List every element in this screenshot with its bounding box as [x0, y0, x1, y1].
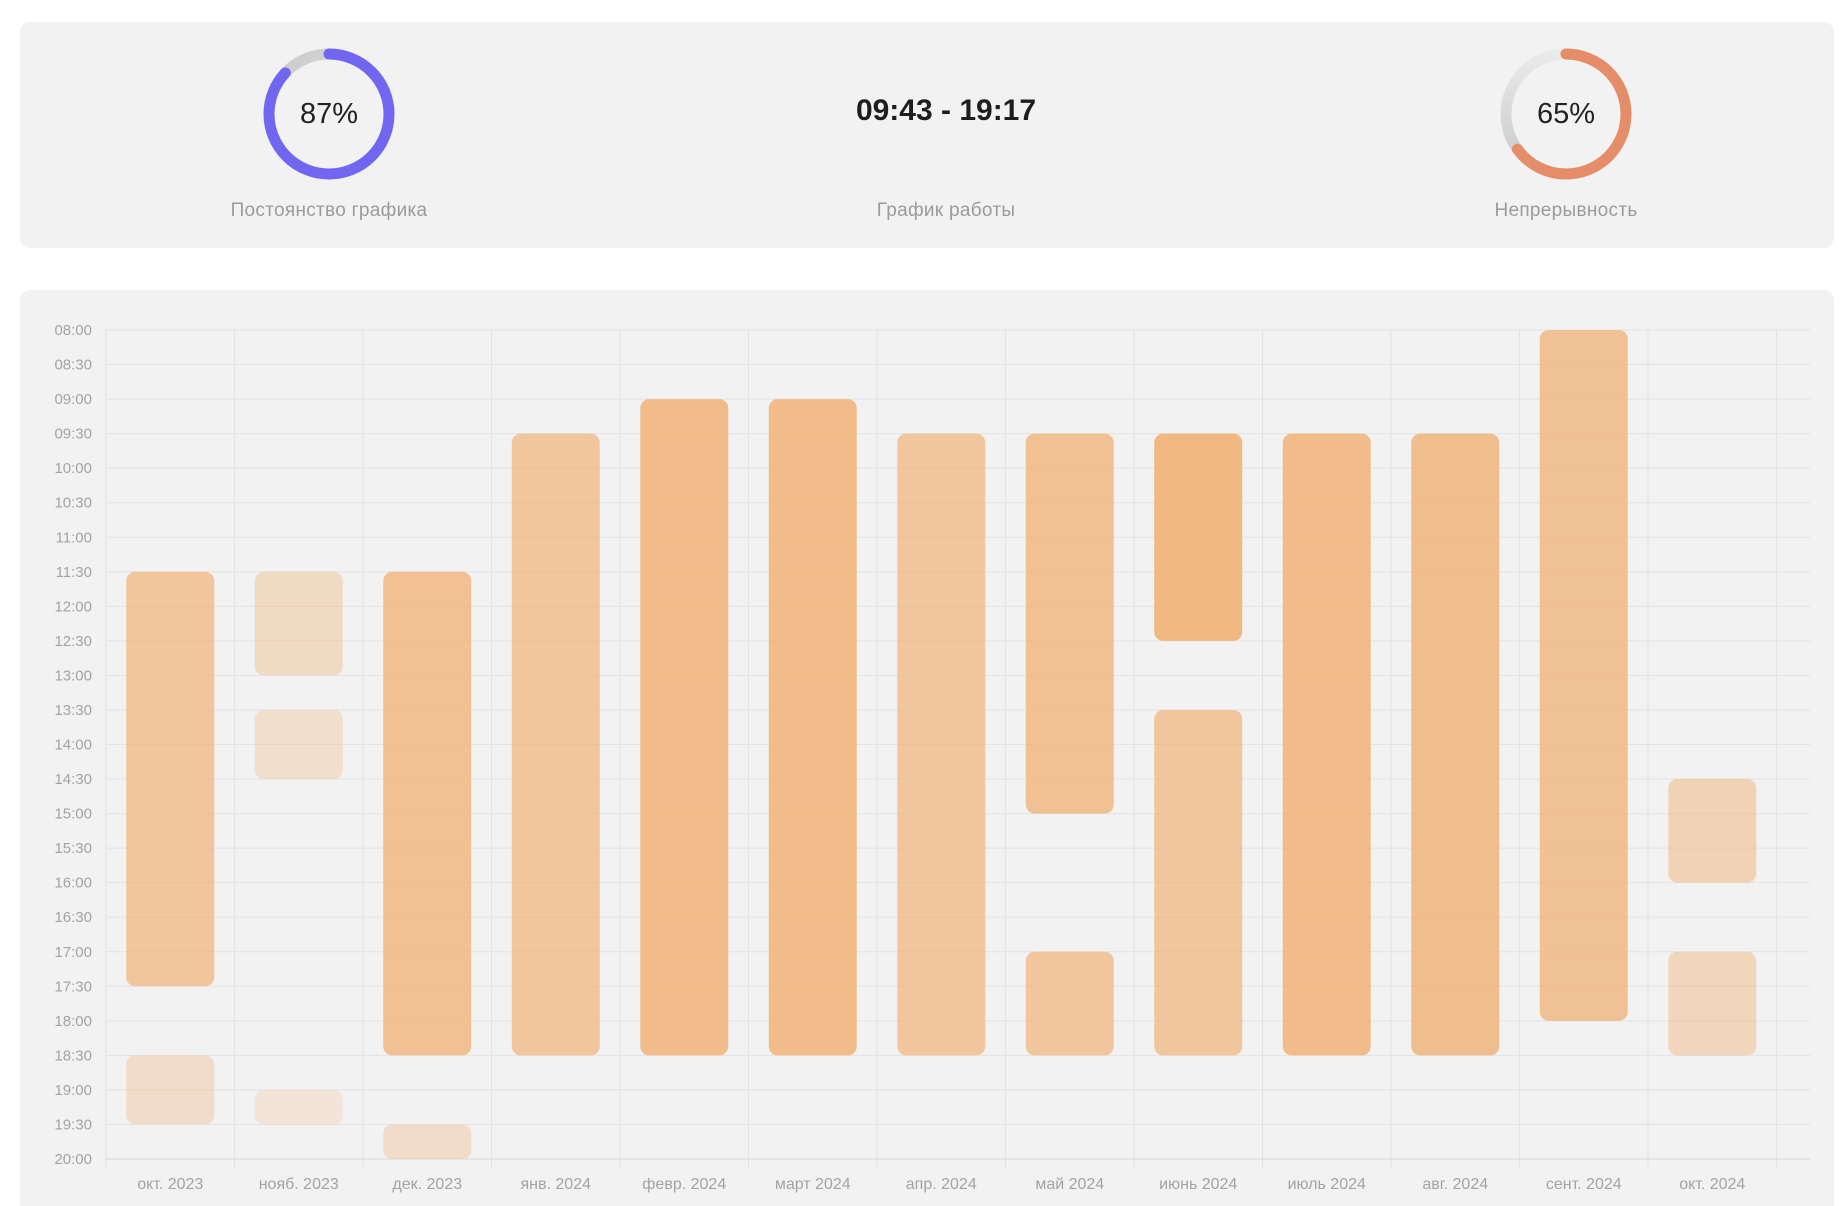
y-tick-label: 18:30: [54, 1047, 92, 1064]
schedule-stat: 09:43 - 19:17 График работы: [796, 22, 1096, 248]
work-range-bar: [1411, 433, 1500, 1056]
schedule-label: График работы: [876, 200, 1016, 221]
y-tick-label: 15:30: [54, 840, 92, 857]
schedule-value: 09:43 - 19:17: [855, 94, 1037, 127]
y-tick-label: 13:00: [54, 667, 92, 684]
work-range-bar: [126, 571, 215, 987]
y-tick-label: 14:30: [54, 771, 92, 788]
work-range-bar: [1154, 433, 1243, 641]
x-tick-label: февр. 2024: [642, 1176, 726, 1193]
work-range-bar: [897, 433, 986, 1056]
continuity-ring: 65%: [1499, 47, 1633, 181]
work-range-bar: [1025, 433, 1114, 814]
work-hours-chart: 08:00 08:30 09:00 09:30 10:00 10:30 11:00 11:30…: [54, 322, 1810, 1193]
consistency-stat: 87% Постоянство графика: [179, 22, 479, 248]
work-range-bar: [768, 399, 857, 1056]
work-range-bar: [126, 1055, 215, 1125]
y-tick-label: 17:30: [54, 978, 92, 995]
y-tick-label: 09:00: [54, 391, 92, 408]
y-tick-label: 12:30: [54, 633, 92, 650]
x-tick-label: март 2024: [775, 1176, 851, 1193]
consistency-value: 87%: [299, 98, 359, 130]
work-range-bar: [1282, 433, 1371, 1056]
continuity-stat: 65% Непрерывность: [1416, 22, 1716, 248]
work-range-bar: [383, 1124, 472, 1159]
continuity-label: Непрерывность: [1494, 200, 1638, 221]
work-range-bar: [1539, 330, 1628, 1021]
x-tick-label: нояб. 2023: [259, 1176, 339, 1193]
consistency-ring: 87%: [262, 47, 396, 181]
work-range-bar: [1154, 709, 1243, 1056]
work-range-bar: [254, 1089, 343, 1125]
work-range-bar: [254, 571, 343, 676]
consistency-label: Постоянство графика: [230, 200, 428, 221]
y-tick-label: 17:00: [54, 944, 92, 961]
y-tick-label: 11:30: [56, 564, 92, 581]
x-tick-label: окт. 2024: [1679, 1176, 1745, 1193]
x-tick-label: июнь 2024: [1159, 1176, 1237, 1193]
continuity-value: 65%: [1536, 98, 1596, 130]
y-tick-label: 10:00: [54, 460, 92, 477]
stats-panel: 87% Постоянство графика 09:43 - 19:17 Гр…: [20, 22, 1834, 248]
work-range-bar: [640, 399, 729, 1056]
y-tick-label: 12:00: [54, 598, 92, 615]
y-tick-label: 16:30: [54, 909, 92, 926]
y-tick-label: 08:00: [54, 322, 92, 339]
y-tick-label: 11:00: [56, 529, 92, 546]
x-tick-label: авг. 2024: [1422, 1176, 1488, 1193]
x-tick-label: сент. 2024: [1546, 1176, 1622, 1193]
work-range-bar: [1668, 951, 1757, 1056]
y-tick-label: 08:30: [54, 357, 92, 374]
work-hours-chart-panel: 08:00 08:30 09:00 09:30 10:00 10:30 11:00 11:30…: [20, 290, 1834, 1206]
y-tick-label: 20:00: [54, 1151, 92, 1168]
y-tick-label: 10:30: [54, 495, 92, 512]
x-tick-label: июль 2024: [1288, 1176, 1366, 1193]
y-tick-label: 19:00: [54, 1082, 92, 1099]
y-tick-label: 13:30: [54, 702, 92, 719]
continuity-ring-progress: [1500, 48, 1632, 180]
y-tick-label: 15:00: [54, 806, 92, 823]
y-tick-label: 09:30: [54, 426, 92, 443]
x-tick-label: окт. 2023: [137, 1176, 203, 1193]
y-tick-label: 19:30: [54, 1116, 92, 1133]
work-range-bar: [383, 571, 472, 1056]
x-tick-label: янв. 2024: [521, 1176, 592, 1193]
work-range-bar: [511, 433, 600, 1056]
work-range-bar: [1025, 951, 1114, 1056]
y-tick-label: 16:00: [54, 875, 92, 892]
x-tick-label: май 2024: [1035, 1176, 1104, 1193]
x-tick-label: дек. 2023: [392, 1176, 462, 1193]
y-tick-label: 18:00: [54, 1013, 92, 1030]
work-range-bar: [254, 709, 343, 780]
x-tick-label: апр. 2024: [906, 1176, 977, 1193]
consistency-ring-progress: [263, 48, 395, 180]
work-range-bar: [1668, 779, 1757, 883]
y-tick-label: 14:00: [54, 737, 92, 754]
